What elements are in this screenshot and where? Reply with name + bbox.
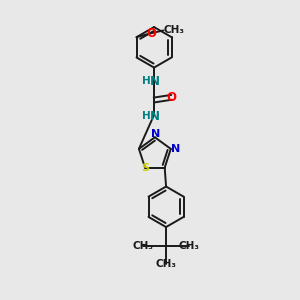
Text: H: H <box>142 111 151 121</box>
Text: CH₃: CH₃ <box>133 241 154 251</box>
Text: N: N <box>151 129 160 139</box>
Text: S: S <box>141 163 149 172</box>
Text: H: H <box>142 76 151 86</box>
Text: O: O <box>167 91 177 104</box>
Text: CH₃: CH₃ <box>178 241 200 251</box>
Text: N: N <box>150 110 160 123</box>
Text: CH₃: CH₃ <box>156 259 177 269</box>
Text: N: N <box>171 144 180 154</box>
Text: CH₃: CH₃ <box>164 26 184 35</box>
Text: O: O <box>146 27 156 40</box>
Text: N: N <box>150 75 160 88</box>
